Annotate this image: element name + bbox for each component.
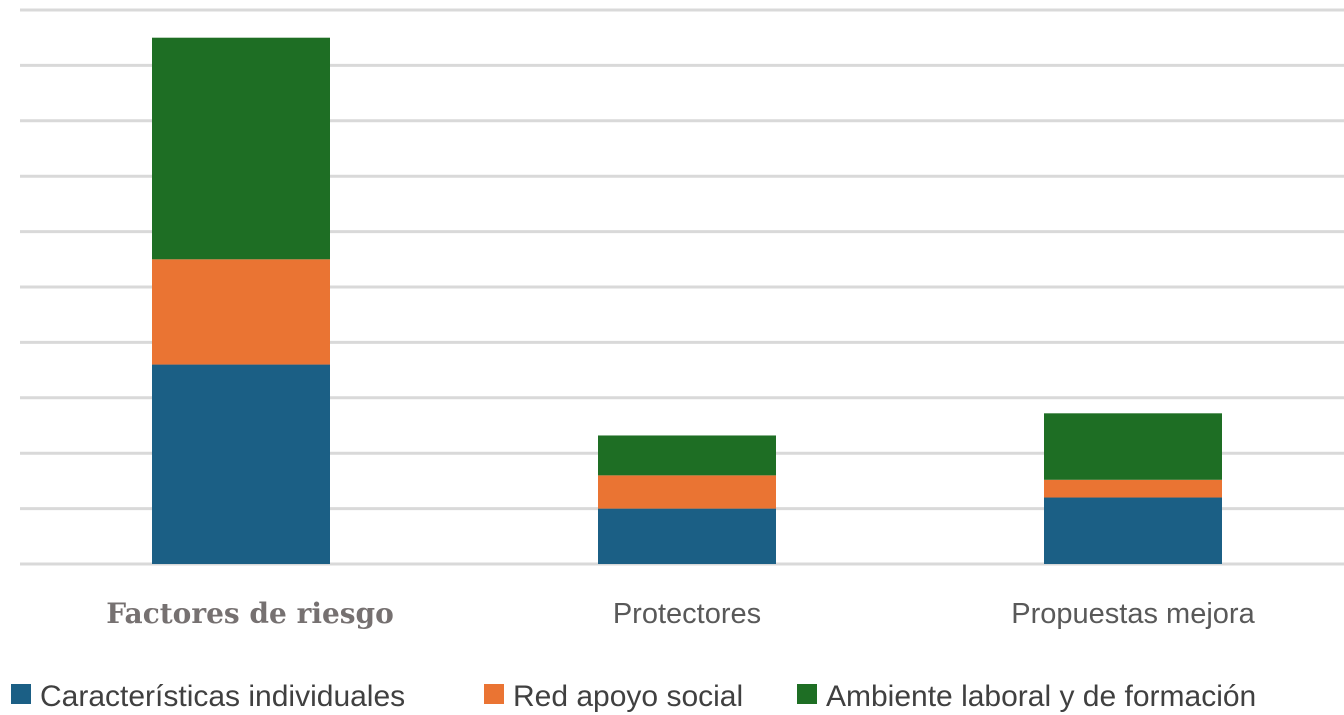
bars <box>152 37 1222 564</box>
legend-label-red-apoyo-social: Red apoyo social <box>513 680 743 713</box>
bar-segment-0-2 <box>152 37 330 260</box>
legend: Características individuales Red apoyo s… <box>11 680 1256 713</box>
bar-segment-2-1 <box>1044 479 1222 498</box>
bar-segment-0-1 <box>152 259 330 365</box>
legend-swatch-caracteristicas-individuales <box>11 684 31 704</box>
x-tick-label-propuestas-mejora: Propuestas mejora <box>1011 598 1255 630</box>
legend-swatch-ambiente-laboral <box>797 684 817 704</box>
bar-segment-2-2 <box>1044 413 1222 480</box>
bar-segment-1-0 <box>598 508 776 564</box>
x-tick-label-factores-de-riesgo: Factores de riesgo <box>106 597 394 630</box>
bar-segment-0-0 <box>152 364 330 564</box>
x-axis-tick-labels: Factores de riesgo Protectores Propuesta… <box>106 597 1255 630</box>
legend-label-ambiente-laboral: Ambiente laboral y de formación <box>826 680 1256 713</box>
x-tick-label-protectores: Protectores <box>613 598 761 630</box>
legend-label-caracteristicas-individuales: Características individuales <box>40 680 405 713</box>
legend-swatch-red-apoyo-social <box>484 684 504 704</box>
bar-segment-1-1 <box>598 475 776 509</box>
bar-segment-2-0 <box>1044 497 1222 564</box>
bar-segment-1-2 <box>598 435 776 476</box>
